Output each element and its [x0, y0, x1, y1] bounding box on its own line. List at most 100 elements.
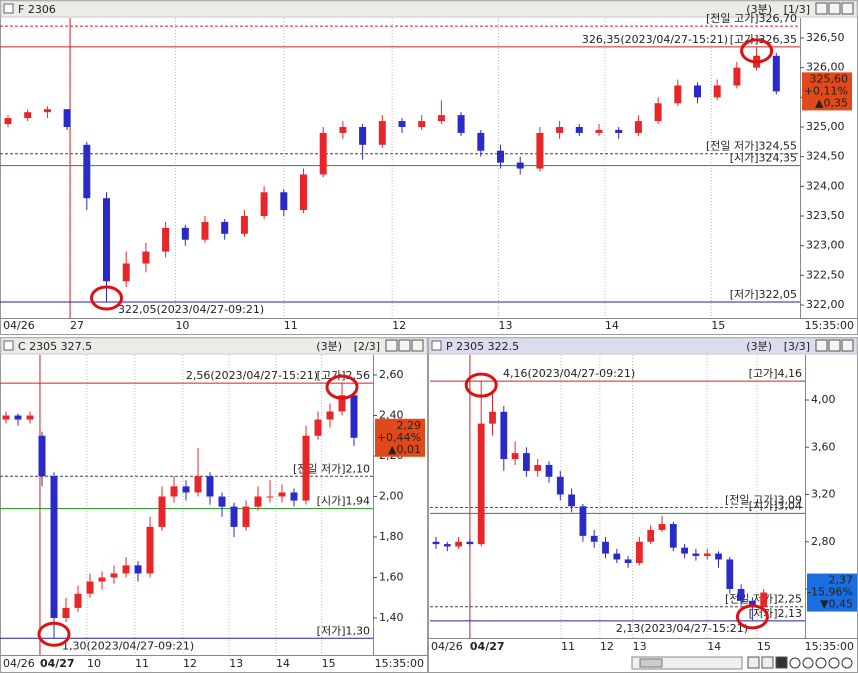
x-tick-label: 12 [183, 657, 197, 670]
interval-label: (3분) [316, 340, 342, 353]
price-box [375, 418, 425, 457]
candle-body [206, 476, 214, 497]
toolbar-button[interactable] [761, 656, 774, 669]
y-tick-label: 323,50 [806, 209, 845, 222]
panel-header [0, 337, 428, 355]
candle-body [749, 600, 756, 607]
header-checkbox[interactable] [3, 3, 14, 14]
x-tick-label: 04/26 [3, 319, 35, 332]
y-tick-label: 3,60 [811, 440, 836, 453]
candle-body [477, 132, 485, 151]
candle-body [86, 581, 94, 594]
highlight-circle [464, 372, 498, 398]
x-tick-label: 13 [633, 640, 647, 653]
candle-body [242, 506, 250, 527]
zoom-button[interactable] [815, 657, 827, 669]
price-box-price: 325,60 [810, 72, 849, 85]
x-tick-label: 10 [175, 319, 189, 332]
zoom-button[interactable] [802, 657, 814, 669]
candle-body [63, 109, 71, 127]
candle-body [38, 435, 46, 477]
toolbar-button[interactable] [775, 656, 788, 669]
candle-body [516, 162, 524, 169]
candle-body [455, 541, 462, 547]
reference-label: [고가]326,35 [730, 33, 797, 46]
candle-body [733, 67, 741, 86]
highlight-circle [740, 38, 774, 64]
candle-body [674, 85, 682, 104]
extreme-annotation: 4,16(2023/04/27-09:21) [503, 367, 635, 380]
header-button[interactable] [398, 339, 411, 352]
y-tick-label: 2,80 [811, 535, 836, 548]
x-tick-label: 11 [284, 319, 298, 332]
zoom-button[interactable] [828, 657, 840, 669]
zoom-button[interactable] [789, 657, 801, 669]
header-button[interactable] [841, 339, 854, 352]
x-tick-label: 12 [600, 640, 614, 653]
header-button[interactable] [411, 339, 424, 352]
candle-body [489, 411, 496, 424]
scroll-thumb[interactable] [639, 658, 663, 668]
time-label: 15:35:00 [375, 657, 424, 670]
extreme-annotation: 2,13(2023/04/27-15:21) [616, 622, 748, 635]
candle-body [142, 251, 150, 264]
reference-label: [시가]1,94 [317, 495, 370, 508]
highlight-circle [37, 621, 71, 647]
highlight-circle [735, 604, 769, 630]
y-tick-label: 325,00 [806, 120, 845, 133]
candle-body [338, 395, 346, 412]
candle-body [290, 492, 298, 501]
candle-body [615, 129, 623, 133]
y-tick-label: 1,60 [379, 571, 404, 584]
panel-header [428, 337, 858, 355]
x-tick-label: 15 [757, 640, 771, 653]
candle-body [497, 150, 504, 163]
candle-body [326, 411, 334, 420]
header-checkbox[interactable] [3, 340, 14, 351]
reference-label: [전일 고가]326,70 [706, 11, 797, 25]
header-button[interactable] [815, 2, 828, 15]
price-box-price: 2,29 [397, 419, 422, 432]
candle-body [14, 415, 22, 420]
candle-body [523, 453, 530, 471]
candle-body [534, 464, 542, 471]
candle-body [703, 553, 711, 556]
interval-label: (3분) [746, 340, 772, 353]
page-label: [1/3] [784, 3, 810, 16]
reference-label: [시가]3,04 [749, 499, 802, 512]
header-button[interactable] [828, 2, 841, 15]
x-tick-label: 04/26 [431, 640, 463, 653]
header-button[interactable] [841, 2, 854, 15]
x-tick-label: 10 [87, 657, 101, 670]
candle-body [103, 198, 110, 282]
candle-body [83, 144, 91, 199]
candle-body [418, 121, 426, 127]
candle-body [536, 132, 544, 169]
price-box [802, 72, 852, 111]
price-box [807, 573, 857, 612]
header-button[interactable] [828, 339, 841, 352]
header-checkbox[interactable] [431, 340, 442, 351]
zoom-button[interactable] [841, 657, 853, 669]
toolbar-button[interactable] [747, 656, 760, 669]
candle-body [170, 486, 178, 497]
y-tick-label: 1,40 [379, 611, 404, 624]
candle-body [194, 476, 202, 493]
header-button[interactable] [385, 339, 398, 352]
reference-label: [전일 저가]324,55 [706, 139, 797, 153]
candle-body [240, 216, 248, 234]
candle-body [162, 227, 170, 252]
candle-body [654, 103, 662, 122]
header-button[interactable] [815, 339, 828, 352]
x-tick-label: 27 [70, 319, 84, 332]
candle-body [713, 85, 721, 98]
candle-body [669, 524, 677, 548]
candle-body [715, 553, 722, 560]
candle-body [50, 476, 58, 618]
panel-frame [0, 0, 858, 335]
page-label: [3/3] [784, 340, 810, 353]
y-tick-label: 2,40 [379, 409, 404, 422]
y-tick-label: 324,00 [806, 179, 845, 192]
y-tick-label: 323,00 [806, 239, 845, 252]
x-tick-label: 04/26 [3, 657, 35, 670]
